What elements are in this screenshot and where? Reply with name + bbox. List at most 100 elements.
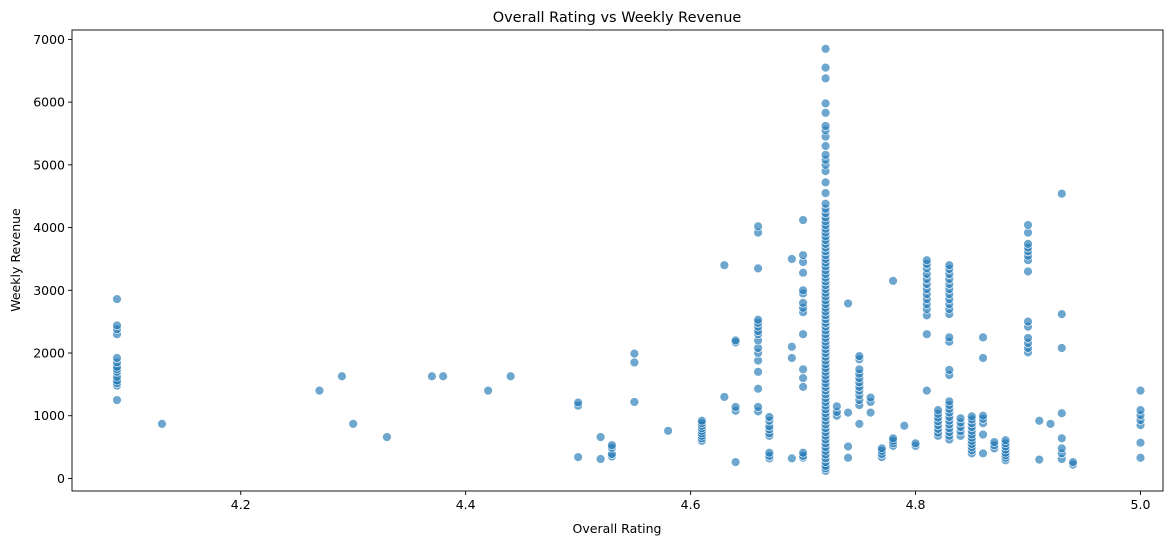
data-point bbox=[1034, 416, 1044, 426]
data-point bbox=[697, 416, 707, 426]
data-point bbox=[719, 392, 730, 402]
data-point bbox=[978, 448, 988, 459]
data-point bbox=[1000, 435, 1011, 445]
data-point bbox=[854, 351, 865, 361]
data-point bbox=[753, 263, 763, 274]
data-point bbox=[820, 177, 831, 188]
data-point bbox=[944, 260, 954, 270]
data-point bbox=[1023, 316, 1033, 327]
data-point bbox=[944, 365, 954, 375]
x-tick-label: 4.8 bbox=[906, 497, 926, 512]
data-point bbox=[764, 412, 775, 422]
data-point bbox=[933, 405, 943, 415]
data-point bbox=[798, 285, 808, 295]
data-point bbox=[820, 108, 831, 118]
data-point bbox=[573, 397, 583, 408]
data-point bbox=[595, 432, 606, 442]
data-point bbox=[922, 329, 932, 339]
data-point bbox=[1023, 239, 1033, 249]
data-point bbox=[629, 348, 640, 359]
data-point bbox=[820, 44, 831, 54]
data-point bbox=[112, 353, 122, 363]
data-point bbox=[112, 320, 122, 331]
data-point bbox=[798, 364, 808, 375]
data-point bbox=[787, 342, 797, 352]
y-tick-label: 1000 bbox=[33, 408, 65, 423]
data-point bbox=[1057, 309, 1067, 319]
data-point bbox=[820, 98, 831, 109]
data-point bbox=[832, 401, 842, 412]
data-point bbox=[1057, 433, 1067, 444]
data-point bbox=[922, 255, 932, 265]
data-point bbox=[843, 407, 853, 418]
data-point bbox=[1057, 343, 1067, 353]
data-point bbox=[820, 73, 831, 84]
data-point bbox=[595, 454, 606, 464]
data-point bbox=[1034, 454, 1044, 465]
data-point bbox=[798, 298, 808, 308]
data-point bbox=[787, 353, 797, 363]
data-point bbox=[1057, 443, 1067, 454]
data-point bbox=[1135, 405, 1146, 415]
data-point bbox=[730, 402, 741, 412]
data-point bbox=[764, 448, 775, 458]
data-point bbox=[798, 215, 808, 225]
data-point bbox=[820, 188, 831, 198]
data-point bbox=[843, 453, 853, 463]
data-point bbox=[843, 441, 853, 452]
data-point bbox=[798, 448, 808, 458]
data-point bbox=[382, 432, 392, 442]
data-point bbox=[1135, 385, 1146, 396]
data-point bbox=[719, 260, 730, 270]
data-point bbox=[483, 385, 493, 396]
data-point bbox=[753, 402, 763, 412]
data-point bbox=[787, 453, 797, 464]
x-tick-label: 5.0 bbox=[1131, 497, 1151, 512]
x-axis: 4.2 4.4 4.6 4.8 5.0 bbox=[231, 491, 1151, 512]
data-point bbox=[348, 419, 358, 429]
data-point bbox=[944, 396, 954, 407]
data-point bbox=[157, 419, 167, 429]
data-point bbox=[1135, 453, 1146, 463]
data-point bbox=[573, 452, 583, 462]
data-point bbox=[1045, 419, 1056, 429]
data-point bbox=[1023, 266, 1033, 277]
data-point bbox=[888, 276, 898, 286]
data-point bbox=[112, 294, 122, 304]
data-point bbox=[505, 371, 516, 381]
plot-frame bbox=[71, 29, 1164, 492]
y-tick-label: 4000 bbox=[33, 220, 65, 235]
data-point bbox=[978, 429, 988, 440]
data-point bbox=[798, 373, 808, 383]
data-point bbox=[843, 298, 853, 309]
data-point bbox=[1057, 189, 1067, 199]
data-point bbox=[607, 440, 617, 450]
data-point bbox=[337, 371, 347, 381]
data-point bbox=[427, 371, 437, 381]
data-point bbox=[877, 443, 887, 454]
data-point bbox=[820, 121, 831, 131]
data-point bbox=[629, 397, 640, 407]
data-point bbox=[978, 332, 988, 343]
data-point bbox=[798, 382, 808, 392]
chart-title: Overall Rating vs Weekly Revenue bbox=[493, 10, 742, 26]
y-tick-label: 3000 bbox=[33, 283, 65, 298]
data-point bbox=[989, 437, 999, 447]
data-point bbox=[899, 421, 910, 431]
data-point bbox=[629, 357, 640, 368]
data-point bbox=[787, 254, 797, 264]
data-point bbox=[798, 268, 808, 278]
data-point bbox=[438, 371, 448, 381]
x-tick-label: 4.4 bbox=[456, 497, 476, 512]
data-point bbox=[1068, 457, 1078, 467]
data-point bbox=[1023, 333, 1033, 343]
data-point bbox=[820, 199, 831, 209]
data-point bbox=[922, 385, 932, 396]
y-axis: 0 1000 2000 3000 4000 5000 6000 7000 bbox=[33, 32, 72, 486]
x-tick-label: 4.6 bbox=[681, 497, 701, 512]
data-point bbox=[910, 438, 921, 449]
data-point bbox=[978, 353, 988, 363]
y-axis-label: Weekly Revenue bbox=[8, 208, 23, 312]
data-point bbox=[663, 426, 673, 436]
